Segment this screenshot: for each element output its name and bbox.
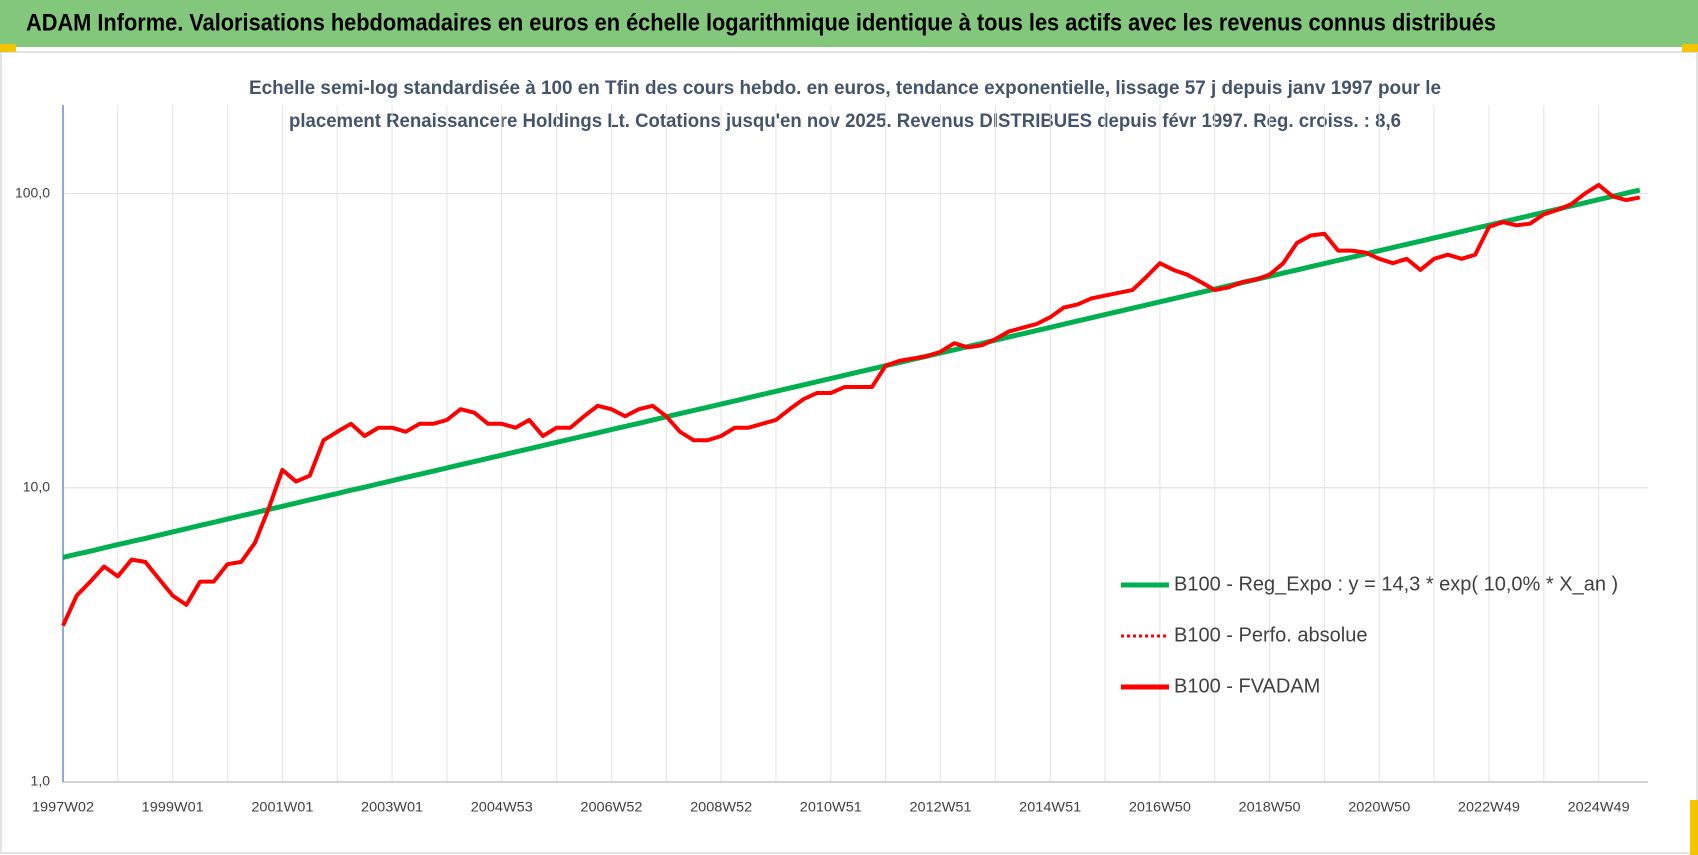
- y-tick-label: 10,0: [23, 478, 50, 494]
- chart-frame: [0, 51, 1698, 854]
- x-tick-label: 2024W49: [1568, 799, 1630, 815]
- header-band: [0, 0, 1698, 47]
- x-tick-label: 2012W51: [910, 799, 972, 815]
- x-tick-label: 2004W53: [471, 799, 533, 815]
- corner-mark: [0, 44, 16, 52]
- legend-label: B100 - FVADAM: [1174, 675, 1320, 697]
- series-line: [62, 187, 1641, 560]
- x-tick-label: 1997W02: [32, 799, 94, 815]
- chart-title: Echelle semi-log standardisée à 100 en T…: [249, 78, 1441, 99]
- x-tick-label: 2020W50: [1348, 799, 1410, 815]
- y-tick-label: 100,0: [15, 184, 50, 200]
- x-tick-label: 1999W01: [142, 799, 204, 815]
- x-tick-label: 2003W01: [361, 799, 423, 815]
- chart-title: placement Renaissancere Holdings Lt. Cot…: [289, 111, 1401, 132]
- corner-mark: [1682, 44, 1698, 52]
- x-tick-label: 2022W49: [1458, 799, 1520, 815]
- x-tick-label: 2010W51: [800, 799, 862, 815]
- x-tick-label: 2016W50: [1129, 799, 1191, 815]
- y-tick-label: 1,0: [31, 773, 51, 789]
- x-tick-label: 2014W51: [1019, 799, 1081, 815]
- series-line: [61, 182, 1641, 627]
- legend-label: B100 - Reg_Expo : y = 14,3 * exp( 10,0% …: [1174, 573, 1618, 595]
- x-tick-label: 2006W52: [580, 799, 642, 815]
- legend-label: B100 - Perfo. absolue: [1174, 624, 1367, 646]
- x-tick-label: 2018W50: [1239, 799, 1301, 815]
- x-tick-label: 2001W01: [251, 799, 313, 815]
- x-tick-label: 2008W52: [690, 799, 752, 815]
- corner-mark: [1690, 800, 1698, 855]
- page-title: ADAM Informe. Valorisations hebdomadaire…: [26, 9, 1496, 36]
